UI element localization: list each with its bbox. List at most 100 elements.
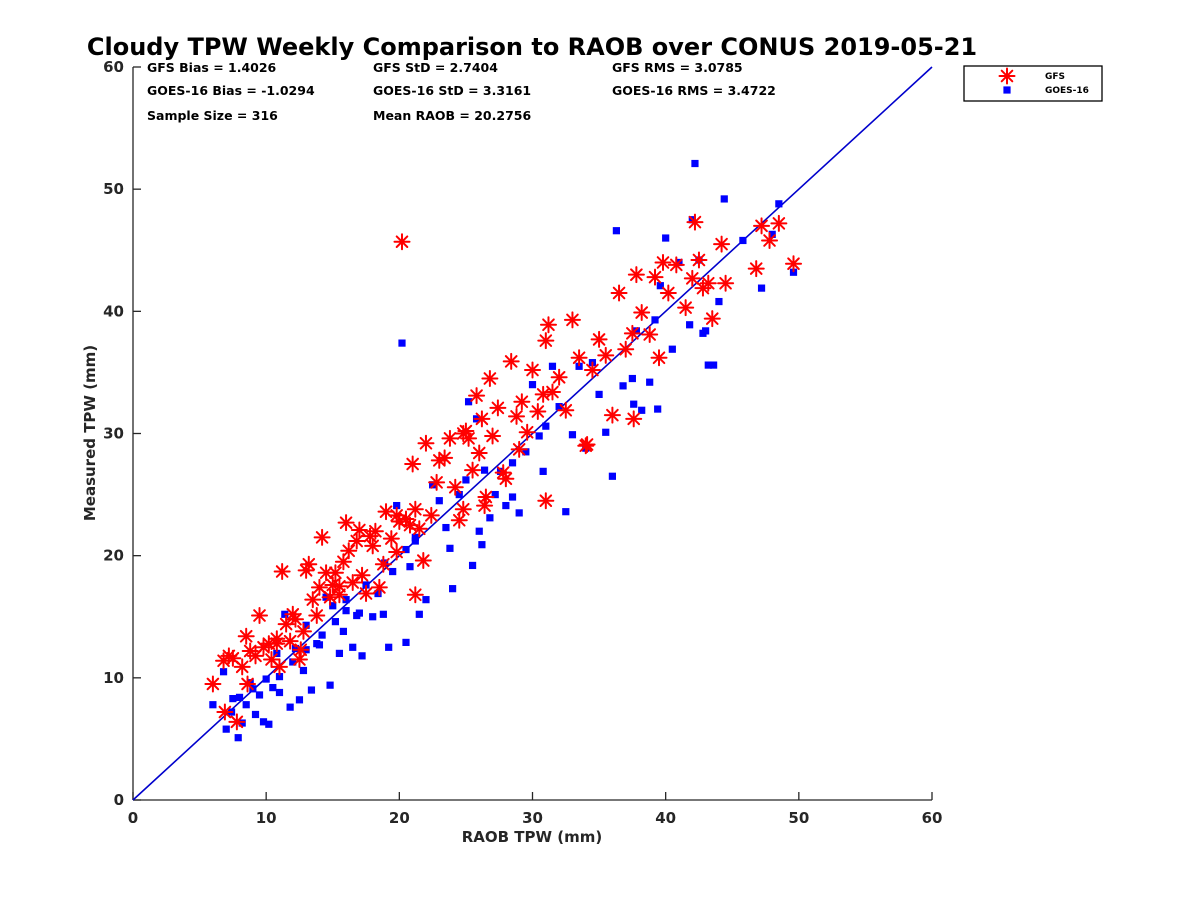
gfs-point — [397, 510, 415, 528]
x-ticks: 0 10 20 30 40 50 60 — [128, 792, 942, 827]
gfs-point — [529, 403, 547, 421]
gfs-point — [524, 361, 541, 379]
goes-16-point — [219, 668, 228, 676]
chart-title: Cloudy TPW Weekly Comparison to RAOB ove… — [87, 33, 977, 61]
goes-16-point — [478, 541, 486, 549]
gfs-point — [747, 260, 765, 278]
goes-16-point — [307, 686, 316, 694]
gfs-point — [337, 514, 355, 532]
gfs-point — [216, 703, 234, 721]
goes-16-point — [385, 643, 393, 651]
gfs-point — [633, 304, 651, 322]
goes-16-point — [255, 691, 264, 699]
gfs-point — [686, 213, 704, 231]
gfs-rms-stat: GFS RMS = 3.0785 — [612, 60, 743, 75]
gfs-point — [610, 284, 628, 302]
gfs-point — [446, 478, 464, 496]
goes-16-point — [262, 675, 270, 683]
gfs-point — [308, 607, 326, 625]
goes-16-point — [265, 720, 273, 728]
gfs-point — [304, 591, 322, 609]
y-ticks: 0 10 20 30 40 50 60 — [103, 58, 141, 809]
legend-gfs-marker — [998, 67, 1016, 85]
goes-16-point — [768, 230, 776, 238]
goes-16-point — [522, 448, 530, 456]
gfs-point — [543, 383, 561, 401]
goes-16-point — [449, 585, 457, 593]
gfs-point — [537, 332, 555, 350]
goes-16-point — [455, 490, 463, 499]
legend-goes-marker — [1003, 86, 1011, 94]
gfs-point — [414, 552, 432, 570]
gfs-point — [550, 368, 568, 386]
goes-16-point — [595, 390, 603, 399]
goes-16-point — [686, 321, 694, 329]
goes-16-point — [229, 695, 237, 703]
goes-16-point — [535, 432, 543, 440]
gfs-point — [247, 647, 265, 665]
gfs-point — [468, 387, 486, 405]
mean-raob-stat: Mean RAOB = 20.2756 — [373, 108, 531, 123]
gfs-point — [237, 627, 255, 645]
x-tick-label: 30 — [522, 809, 543, 827]
gfs-point — [340, 542, 358, 560]
gfs-point — [228, 713, 246, 731]
goes-16-point — [654, 405, 662, 413]
gfs-point — [690, 251, 708, 269]
gfs-point — [617, 340, 635, 358]
goes-16-point — [259, 718, 268, 726]
gfs-point — [625, 410, 643, 428]
goes-16-point — [496, 467, 505, 475]
goes-16-point — [442, 523, 450, 532]
goes-16-point — [411, 533, 419, 541]
gfs-point — [410, 520, 428, 538]
goes-16-point — [331, 618, 340, 626]
gfs-point — [699, 274, 717, 292]
gfs-point — [683, 269, 701, 287]
gfs-point — [770, 214, 788, 232]
gfs-point — [428, 473, 446, 491]
gfs-series — [204, 213, 803, 731]
gfs-std-stat: GFS StD = 2.7404 — [373, 60, 498, 75]
gfs-point — [717, 274, 735, 292]
goes-16-point — [539, 467, 547, 475]
goes-16-point — [291, 644, 300, 653]
y-axis-label: Measured TPW (mm) — [81, 345, 99, 521]
gfs-point — [476, 497, 494, 515]
legend: GFS GOES-16 — [963, 65, 1103, 102]
goes-16-point — [602, 428, 610, 436]
goes-16-point — [398, 339, 406, 347]
y-tick-label: 60 — [103, 58, 124, 76]
goes-16-point — [393, 501, 401, 510]
goes-16-point — [710, 361, 718, 369]
gfs-point — [281, 632, 299, 650]
gfs-point — [377, 503, 395, 521]
gfs-point — [539, 316, 557, 334]
gfs-point — [502, 352, 520, 370]
goes-16-point — [656, 282, 664, 290]
gfs-point — [513, 393, 531, 411]
gfs-point — [268, 635, 286, 653]
gfs-point — [484, 427, 502, 445]
x-tick-label: 50 — [788, 809, 809, 827]
goes-16-point — [662, 234, 670, 242]
goes-16-point — [508, 459, 517, 467]
goes-16-point — [508, 493, 517, 501]
gfs-point — [454, 500, 472, 518]
gfs-point — [286, 610, 304, 628]
goes-16-point — [275, 673, 284, 681]
gfs-point — [563, 311, 581, 329]
goes-16-point — [269, 684, 277, 692]
y-tick-label: 0 — [114, 791, 124, 809]
legend-gfs-asterisk — [998, 67, 1016, 85]
x-tick-label: 20 — [389, 809, 410, 827]
goes-bias-stat: GOES-16 Bias = -1.0294 — [147, 83, 315, 98]
goes-16-point — [720, 195, 728, 203]
y-tick-label: 20 — [103, 547, 124, 565]
legend-box — [963, 65, 1103, 102]
gfs-point — [388, 543, 406, 561]
gfs-point — [313, 528, 331, 546]
gfs-point — [713, 235, 731, 253]
gfs-point — [497, 470, 515, 488]
goes-16-point — [422, 596, 430, 604]
